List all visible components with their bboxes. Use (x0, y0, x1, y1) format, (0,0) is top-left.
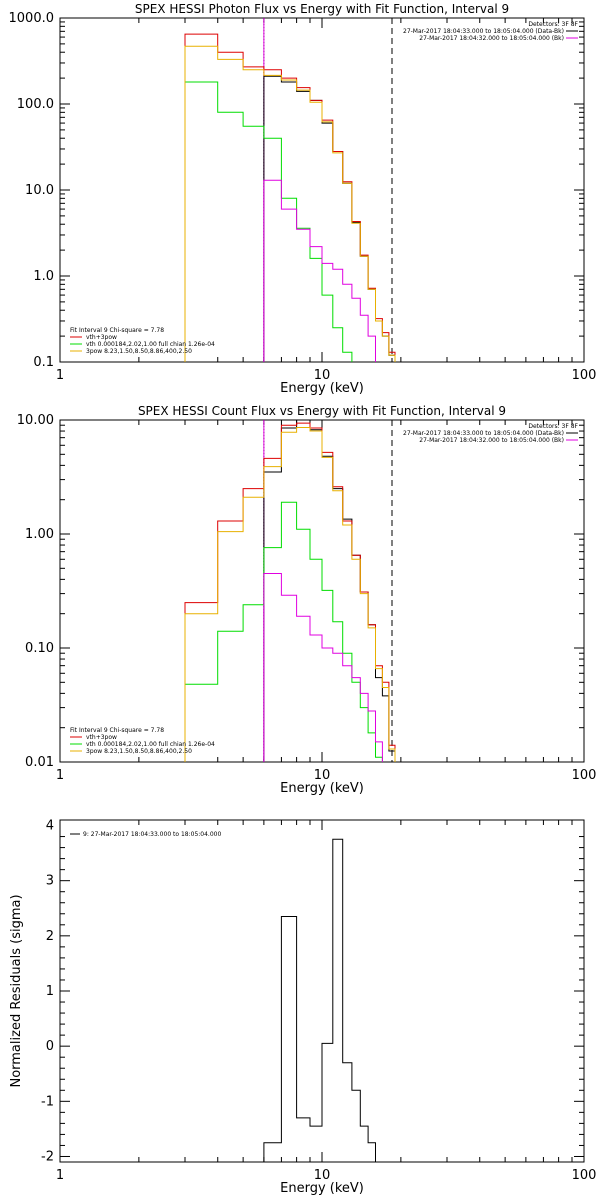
legend-bottom: Fit Interval 9 Chi-square = 7.78vth+3pow… (70, 727, 215, 755)
series-5 (263, 573, 383, 762)
series-2 (184, 422, 396, 762)
x-tick-label: 1 (56, 768, 64, 783)
series-4 (184, 45, 396, 362)
y-tick-label: 1000.0 (9, 11, 55, 26)
series-3 (184, 81, 353, 362)
x-axis-label: Energy (keV) (280, 781, 364, 796)
series-path (184, 81, 353, 362)
plot-frame (59, 17, 585, 363)
legend-label: 3pow 8.23,1.50,8.50,8.86,400,2.50 (86, 348, 192, 355)
x-axis-label: Energy (keV) (280, 381, 364, 396)
legend-label: 27-Mar-2017 18:04:33.000 to 18:05:04.000… (403, 430, 564, 437)
y-tick-label: 10.00 (17, 413, 54, 428)
y-tick-label: 2 (46, 929, 54, 944)
x-tick-label: 1 (56, 1168, 64, 1183)
legend-label: 27-Mar-2017 18:04:33.000 to 18:05:04.000… (403, 28, 564, 35)
legend-heading: Detectors: 3F 8F (528, 423, 578, 430)
legend-heading: Fit Interval 9 Chi-square = 7.78 (70, 327, 164, 334)
y-tick-label: 0.10 (25, 641, 54, 656)
chart-title: SPEX HESSI Count Flux vs Energy with Fit… (138, 404, 506, 418)
y-tick-label: 1 (46, 984, 54, 999)
legend-bottom: Fit Interval 9 Chi-square = 7.78vth+3pow… (70, 327, 215, 355)
y-tick-label: 100.0 (17, 97, 54, 112)
legend-label: 27-Mar-2017 18:04:32.000 to 18:05:04.000… (419, 35, 564, 42)
legend-label: vth+3pow (86, 334, 117, 341)
series-path (184, 427, 396, 762)
x-tick-label: 10 (314, 368, 331, 383)
legend-label: vth+3pow (86, 734, 117, 741)
chart-title: SPEX HESSI Photon Flux vs Energy with Fi… (135, 2, 509, 16)
x-tick-label: 10 (314, 1168, 331, 1183)
x-tick-label: 100 (572, 1168, 597, 1183)
x-tick-label: 100 (572, 368, 597, 383)
y-tick-label: -2 (41, 1149, 54, 1164)
y-tick-label: 0.01 (25, 755, 54, 770)
legend-label: vth 0.000184,2.02,1.00 full chian 1.26e-… (86, 341, 215, 348)
series-3 (184, 501, 383, 762)
y-tick-label: 0.1 (33, 355, 54, 370)
legend-heading: Fit Interval 9 Chi-square = 7.78 (70, 727, 164, 734)
y-tick-label: 1.00 (25, 527, 54, 542)
plot-frame (59, 419, 585, 763)
legend-label: vth 0.000184,2.02,1.00 full chian 1.26e-… (86, 741, 215, 748)
x-tick-label: 1 (56, 368, 64, 383)
series-path (184, 422, 396, 762)
y-tick-label: -1 (41, 1094, 54, 1109)
y-tick-label: 10.0 (25, 183, 54, 198)
y-tick-label: 4 (46, 819, 54, 834)
series-path (263, 573, 383, 762)
x-axis-label: Energy (keV) (280, 1181, 364, 1196)
series-4 (184, 427, 396, 762)
series-5 (263, 179, 376, 362)
series-path (184, 45, 396, 362)
series-1 (263, 838, 389, 1163)
legend-heading: Detectors: 3F 8F (528, 21, 578, 28)
panel-3: 1 10 100 Energy (keV) -2 -1 0 1 2 3 4 Normalized Re… (9, 819, 596, 1196)
y-tick-label: 3 (46, 874, 54, 889)
y-tick-label: 0 (46, 1039, 54, 1054)
legend-label: 27-Mar-2017 18:04:32.000 to 18:05:04.000… (419, 437, 564, 444)
series-path (263, 838, 389, 1163)
panel-1: SPEX HESSI Photon Flux vs Energy with Fi… (9, 2, 597, 396)
legend-label: 9: 27-Mar-2017 18:04:33.000 to 18:05:04.… (83, 831, 221, 838)
panel-2: SPEX HESSI Count Flux vs Energy with Fit… (17, 404, 597, 796)
y-axis-label: Normalized Residuals (sigma) (9, 894, 24, 1087)
y-tick-label: 1.0 (33, 269, 54, 284)
legend-label: 3pow 8.23,1.50,8.50,8.86,400,2.50 (86, 748, 192, 755)
series-path (184, 501, 383, 762)
x-tick-label: 100 (572, 768, 597, 783)
x-tick-label: 10 (314, 768, 331, 783)
series-path (263, 179, 376, 362)
legend-top: 9: 27-Mar-2017 18:04:33.000 to 18:05:04.… (70, 831, 221, 838)
